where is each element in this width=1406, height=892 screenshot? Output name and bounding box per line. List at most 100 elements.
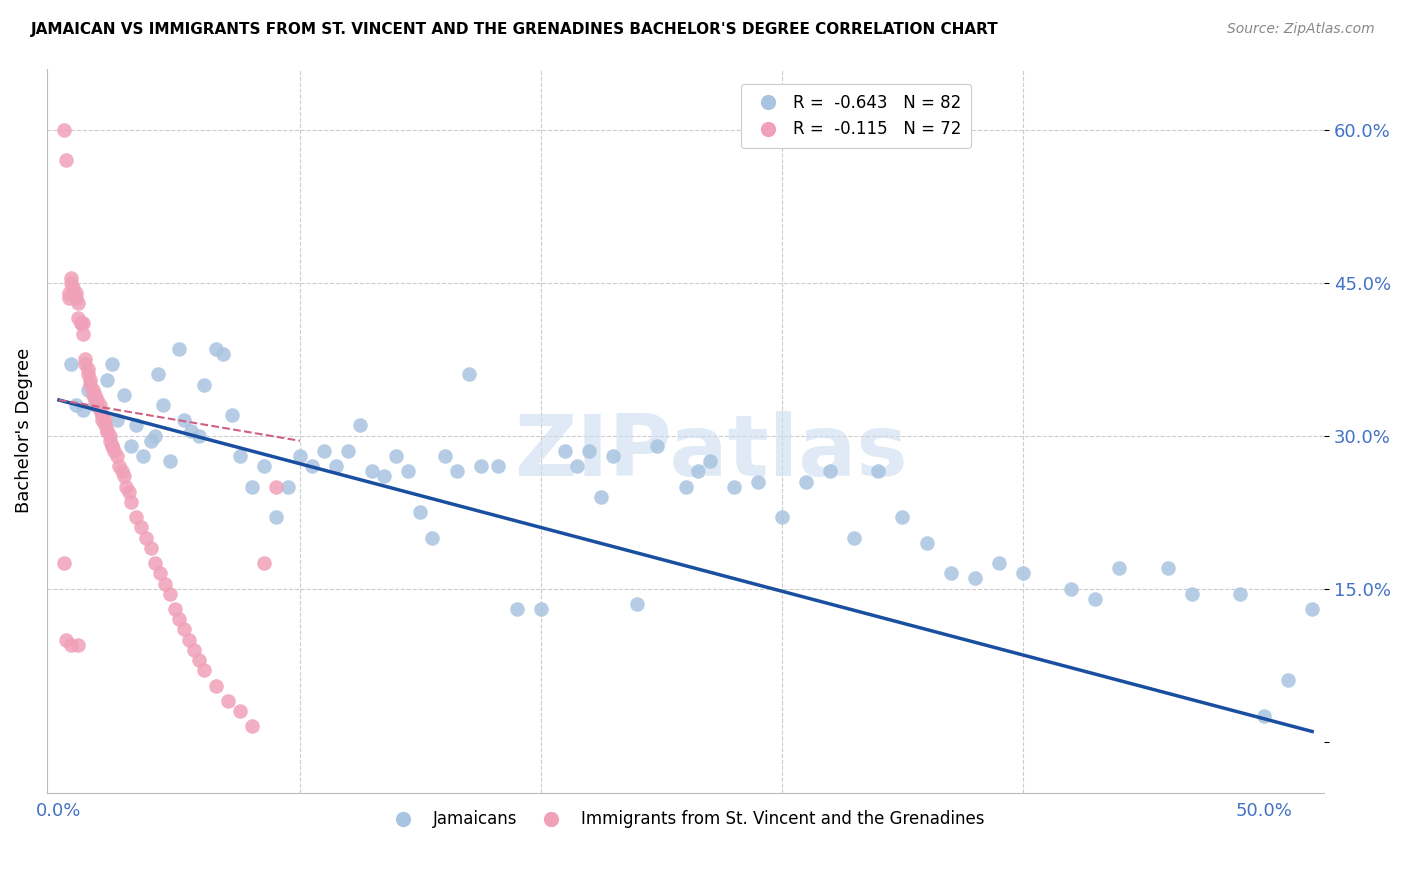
Point [163, 602, 186, 616]
Point [65, 291, 87, 305]
Point [76, 362, 98, 376]
Point [211, 347, 233, 361]
Point [118, 484, 141, 499]
Point [58, 285, 80, 300]
Point [312, 444, 335, 458]
Point [686, 464, 709, 478]
Point [1277, 673, 1299, 688]
Point [55, 153, 77, 168]
Point [361, 464, 384, 478]
Point [91, 409, 114, 423]
Point [228, 704, 250, 718]
Point [470, 459, 492, 474]
Point [422, 531, 444, 545]
Point [75, 352, 97, 367]
Point [67, 311, 90, 326]
Point [264, 480, 287, 494]
Point [1012, 566, 1035, 581]
Point [75, 357, 97, 371]
Point [253, 556, 276, 570]
Point [446, 464, 468, 478]
Point [193, 663, 215, 677]
Point [108, 459, 131, 474]
Point [82, 388, 104, 402]
Point [76, 368, 98, 382]
Point [1301, 602, 1323, 616]
Point [385, 449, 408, 463]
Point [602, 449, 624, 463]
Point [240, 719, 263, 733]
Point [770, 510, 793, 524]
Point [55, 632, 77, 647]
Point [221, 409, 243, 423]
Y-axis label: Bachelor's Degree: Bachelor's Degree [15, 348, 32, 513]
Point [1253, 709, 1275, 723]
Point [433, 449, 456, 463]
Point [79, 373, 101, 387]
Point [1181, 587, 1204, 601]
Point [105, 413, 128, 427]
Point [89, 398, 111, 412]
Point [135, 531, 157, 545]
Point [253, 459, 276, 474]
Point [132, 449, 155, 463]
Point [112, 388, 135, 402]
Point [915, 535, 938, 549]
Point [325, 459, 347, 474]
Point [67, 638, 90, 652]
Point [112, 469, 135, 483]
Point [288, 449, 311, 463]
Point [204, 679, 226, 693]
Point [159, 587, 181, 601]
Point [1060, 582, 1083, 596]
Point [143, 556, 166, 570]
Point [91, 409, 114, 423]
Text: JAMAICAN VS IMMIGRANTS FROM ST. VINCENT AND THE GRENADINES BACHELOR'S DEGREE COR: JAMAICAN VS IMMIGRANTS FROM ST. VINCENT … [31, 22, 998, 37]
Point [337, 444, 360, 458]
Point [72, 326, 94, 341]
Point [125, 510, 148, 524]
Point [93, 418, 115, 433]
Legend: Jamaicans, Immigrants from St. Vincent and the Grenadines: Jamaicans, Immigrants from St. Vincent a… [380, 804, 991, 835]
Point [457, 368, 479, 382]
Point [105, 449, 128, 463]
Point [818, 464, 841, 478]
Point [868, 464, 890, 478]
Point [120, 439, 142, 453]
Point [565, 459, 588, 474]
Point [373, 469, 395, 483]
Point [93, 413, 115, 427]
Point [349, 418, 371, 433]
Text: ZIPatlas: ZIPatlas [515, 411, 908, 494]
Point [554, 444, 576, 458]
Point [125, 418, 148, 433]
Point [963, 572, 986, 586]
Point [153, 576, 176, 591]
Point [794, 475, 817, 489]
Point [506, 602, 529, 616]
Point [129, 520, 152, 534]
Point [396, 464, 419, 478]
Point [101, 357, 124, 371]
Point [82, 383, 104, 397]
Point [72, 403, 94, 417]
Text: Source: ZipAtlas.com: Source: ZipAtlas.com [1227, 22, 1375, 37]
Point [86, 392, 108, 407]
Point [177, 632, 200, 647]
Point [101, 439, 124, 453]
Point [62, 281, 84, 295]
Point [264, 510, 287, 524]
Point [98, 428, 121, 442]
Point [169, 612, 191, 626]
Point [173, 623, 195, 637]
Point [52, 122, 75, 136]
Point [939, 566, 962, 581]
Point [891, 510, 914, 524]
Point [69, 317, 91, 331]
Point [146, 368, 169, 382]
Point [169, 342, 191, 356]
Point [1229, 587, 1251, 601]
Point [59, 270, 82, 285]
Point [152, 398, 174, 412]
Point [626, 597, 648, 611]
